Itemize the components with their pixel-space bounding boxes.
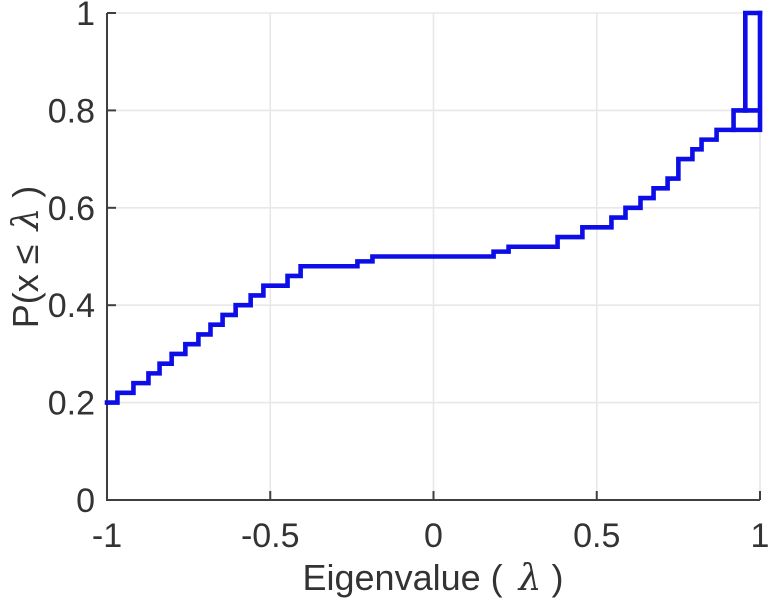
ecdf-curve — [104, 10, 763, 405]
y-tick-label: 0.2 — [48, 385, 95, 423]
y-tick-labels: 0 0.2 0.4 0.6 0.8 1 — [48, 0, 95, 520]
y-tick-label: 0.6 — [48, 190, 95, 228]
x-tick-label: -1 — [92, 517, 122, 555]
gridlines — [107, 12, 761, 500]
x-tick-labels: -1 -0.5 0 0.5 1 — [92, 517, 768, 555]
y-axis-label: P(x ≤ λ ) — [5, 186, 47, 329]
x-tick-label: 1 — [751, 517, 768, 555]
x-axis-label: Eigenvalue ( λ ) — [303, 557, 564, 599]
ecdf-curve-end-segments — [731, 10, 763, 133]
x-tick-label: 0.5 — [573, 517, 620, 555]
x-axis-label-close: ) — [551, 557, 563, 598]
y-axis-label-text: P(x ≤ — [5, 235, 46, 329]
x-tick-label: 0 — [424, 517, 443, 555]
y-tick-label: 0.8 — [48, 92, 95, 130]
x-axis-label-text: Eigenvalue ( — [303, 557, 513, 598]
y-tick-label: 1 — [76, 0, 95, 33]
y-tick-label: 0.4 — [48, 287, 95, 325]
y-tick-label: 0 — [76, 482, 95, 520]
lambda-symbol: λ — [6, 208, 47, 233]
x-tick-label: -0.5 — [241, 517, 300, 555]
y-axis-label-close: ) — [5, 186, 46, 198]
lambda-symbol: λ — [517, 558, 542, 599]
